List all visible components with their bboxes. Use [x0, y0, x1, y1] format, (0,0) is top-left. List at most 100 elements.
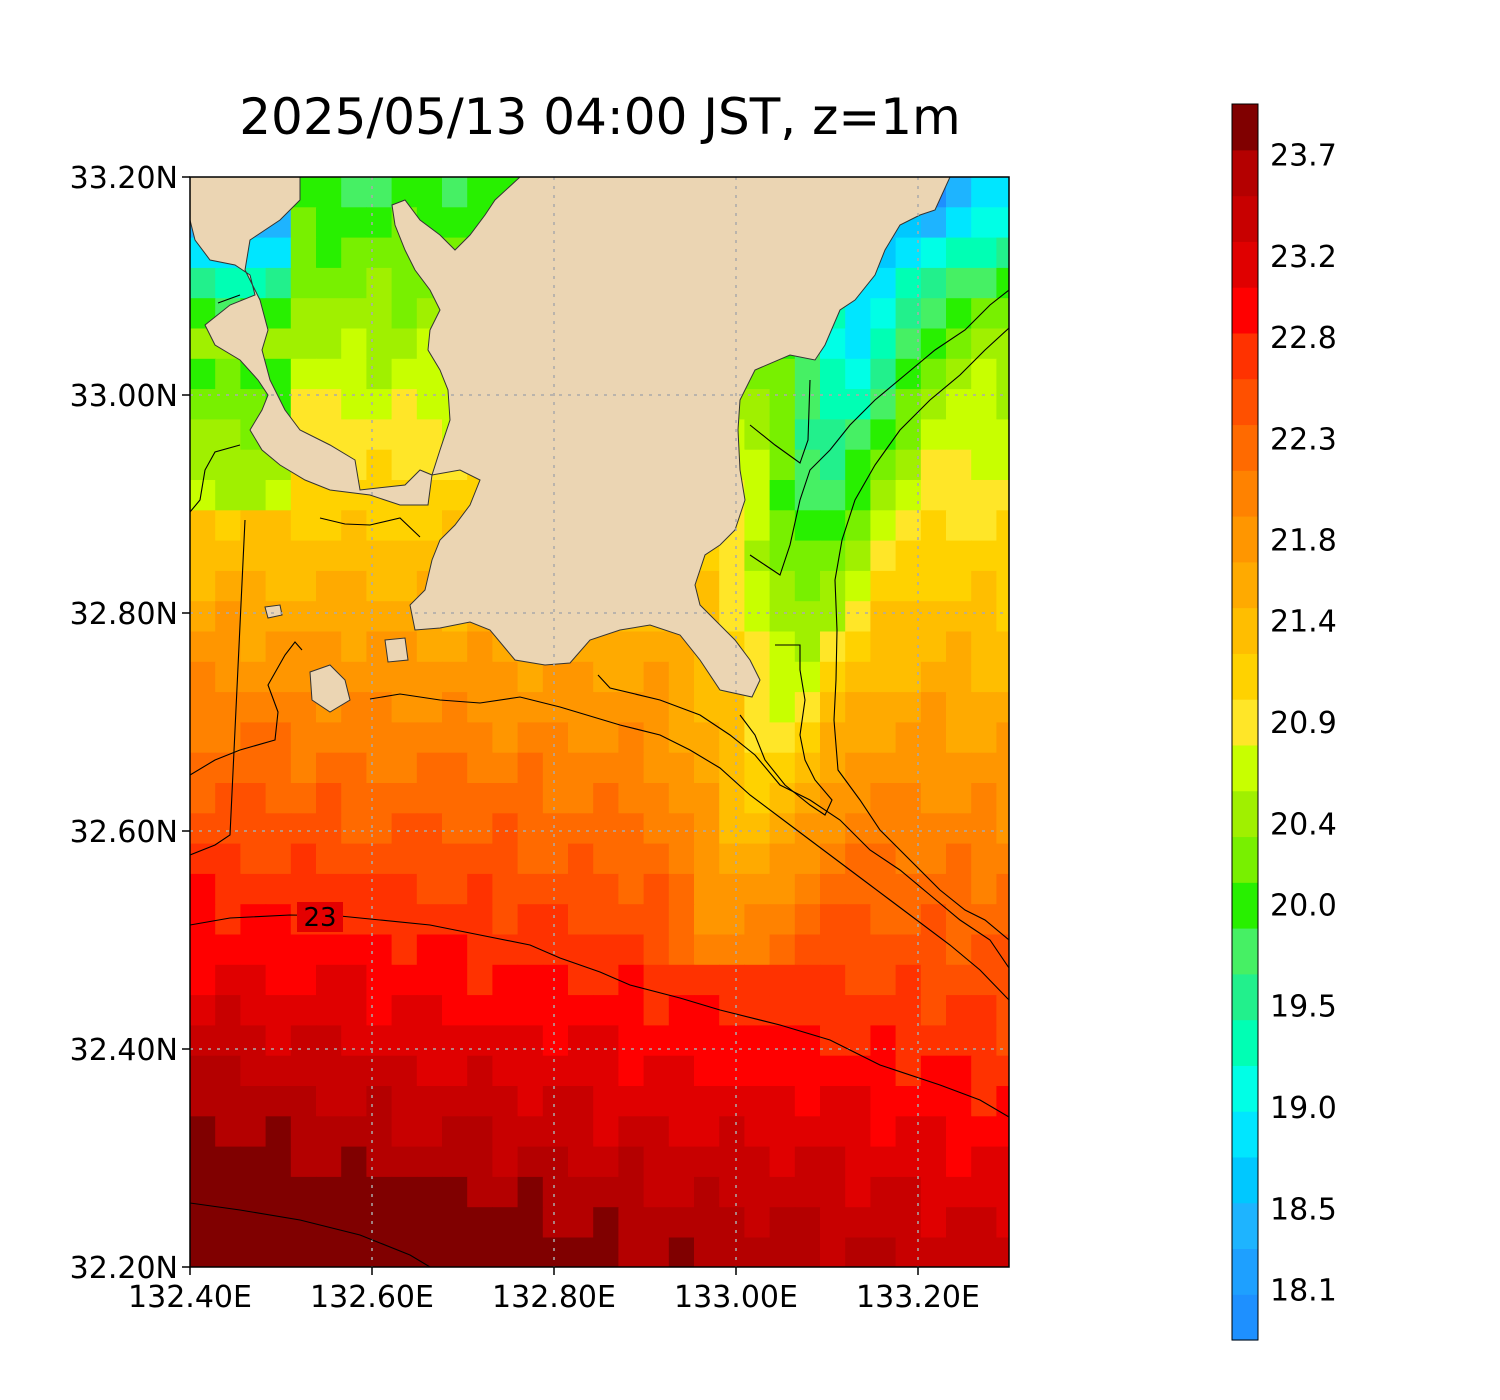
field-cell	[542, 661, 569, 693]
field-cell	[215, 873, 241, 905]
field-cell	[845, 752, 871, 784]
field-cell	[542, 692, 569, 723]
colorbar-tick-label: 21.8	[1270, 524, 1337, 559]
field-cell	[215, 783, 241, 814]
field-cell	[593, 1116, 619, 1148]
field-cell	[240, 1237, 267, 1267]
x-tick-label: 132.60E	[310, 1280, 434, 1315]
field-cell	[265, 1055, 292, 1087]
field-cell	[190, 1207, 216, 1239]
field-cell	[820, 964, 846, 996]
field-cell	[341, 783, 367, 814]
field-cell	[593, 934, 619, 966]
field-cell	[946, 540, 972, 572]
field-cell	[190, 661, 216, 693]
field-cell	[870, 1025, 897, 1057]
field-cell	[190, 995, 216, 1026]
field-cell	[744, 631, 771, 663]
field-cell	[517, 1237, 544, 1267]
field-cell	[820, 1207, 846, 1239]
field-cell	[744, 1176, 771, 1208]
field-cell	[668, 1237, 695, 1267]
field-cell	[719, 692, 745, 723]
field-cell	[290, 783, 317, 814]
field-cell	[391, 358, 418, 390]
field-cell	[341, 298, 367, 330]
field-cell	[870, 752, 897, 784]
field-cell	[971, 207, 997, 239]
field-cell	[366, 267, 393, 299]
field-cell	[442, 783, 468, 814]
field-cell	[341, 1116, 367, 1148]
field-cell	[895, 995, 922, 1026]
field-cell	[996, 934, 1009, 966]
field-cell	[971, 267, 997, 299]
field-cell	[895, 540, 922, 572]
field-cell	[492, 964, 519, 996]
field-cell	[845, 540, 871, 572]
field-cell	[946, 601, 972, 633]
field-cell	[341, 267, 367, 299]
field-cell	[366, 934, 393, 966]
field-cell	[593, 661, 619, 693]
field-cell	[946, 1116, 972, 1148]
field-cell	[643, 1207, 670, 1239]
contour-line	[190, 1202, 431, 1267]
field-cell	[820, 843, 846, 875]
contour-lines: 23	[190, 289, 1009, 1267]
field-cell	[870, 601, 897, 633]
field-cell	[643, 783, 670, 814]
field-cell	[265, 995, 292, 1026]
field-cell	[442, 813, 468, 845]
field-cell	[265, 267, 292, 299]
field-cell	[492, 1055, 519, 1087]
field-cell	[996, 480, 1009, 511]
field-cell	[467, 995, 493, 1026]
field-cell	[845, 510, 871, 542]
land-mass	[190, 177, 951, 713]
field-cell	[492, 1237, 519, 1267]
field-cell	[996, 358, 1009, 390]
field-cell	[794, 358, 821, 390]
field-cell	[946, 1146, 972, 1178]
field-cell	[971, 1237, 997, 1267]
field-cell	[769, 510, 796, 542]
field-cell	[971, 934, 997, 966]
field-cell	[517, 1055, 544, 1087]
x-tick-label: 132.40E	[128, 1280, 252, 1315]
colorbar-swatch	[1232, 699, 1258, 746]
field-cell	[668, 934, 695, 966]
field-cell	[265, 843, 292, 875]
field-cell	[190, 358, 216, 390]
field-cell	[366, 298, 393, 330]
field-cell	[568, 722, 594, 754]
y-tick-label: 32.80N	[70, 597, 178, 632]
field-cell	[920, 1055, 947, 1087]
colorbar-tick-label: 20.4	[1270, 807, 1337, 842]
field-cell	[946, 631, 972, 663]
field-cell	[190, 419, 216, 451]
field-cell	[694, 1116, 720, 1148]
field-cell	[719, 1116, 745, 1148]
colorbar-swatch	[1232, 1202, 1258, 1250]
field-cell	[391, 570, 418, 602]
colorbar-swatch	[1232, 378, 1258, 426]
field-cell	[845, 904, 871, 936]
field-cell	[920, 480, 947, 511]
field-cell	[920, 1086, 947, 1117]
field-cell	[542, 1146, 569, 1178]
field-cell	[971, 480, 997, 511]
field-cell	[190, 631, 216, 663]
field-cell	[316, 964, 342, 996]
field-cell	[744, 510, 771, 542]
field-cell	[946, 510, 972, 542]
field-cell	[794, 934, 821, 966]
field-cell	[643, 661, 670, 693]
field-cell	[769, 480, 796, 511]
colorbar-swatch	[1232, 790, 1258, 838]
field-cell	[694, 1086, 720, 1117]
field-cell	[568, 964, 594, 996]
field-cell	[895, 1176, 922, 1208]
field-cell	[316, 328, 342, 360]
field-cell	[316, 873, 342, 905]
